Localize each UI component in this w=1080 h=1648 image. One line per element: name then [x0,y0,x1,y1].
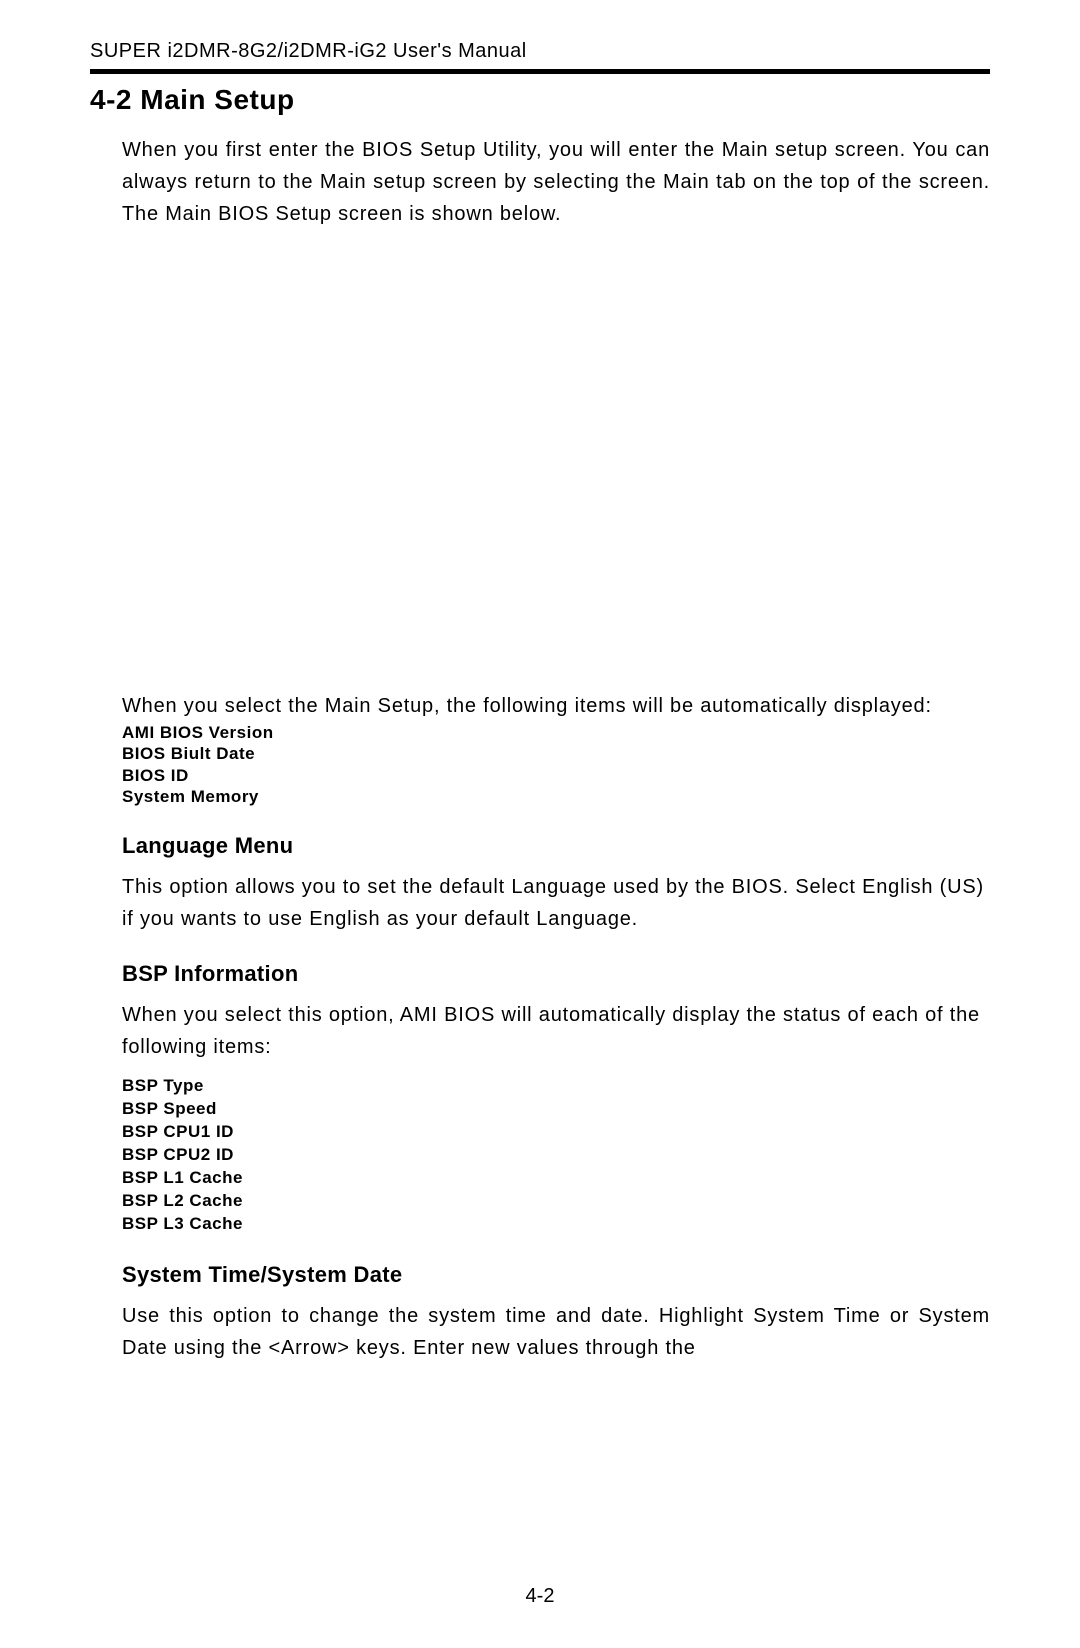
after-gap-paragraph: When you select the Main Setup, the foll… [122,690,990,722]
page-header: SUPER i2DMR-8G2/i2DMR-iG2 User's Manual [90,40,990,74]
manual-page: SUPER i2DMR-8G2/i2DMR-iG2 User's Manual … [0,0,1080,1648]
bios-items-list: AMI BIOS Version BIOS Biult Date BIOS ID… [122,722,990,807]
section-title: 4-2 Main Setup [90,84,990,116]
bios-item: BIOS ID [122,765,990,786]
bsp-item: BSP L1 Cache [122,1167,990,1190]
bsp-items-list: BSP Type BSP Speed BSP CPU1 ID BSP CPU2 … [122,1075,990,1236]
bios-item: BIOS Biult Date [122,743,990,764]
systime-text: Use this option to change the system tim… [122,1300,990,1364]
language-text: This option allows you to set the defaul… [122,871,990,935]
page-number: 4-2 [0,1585,1080,1608]
intro-paragraph: When you first enter the BIOS Setup Util… [122,134,990,230]
systime-heading: System Time/System Date [122,1262,990,1288]
bsp-item: BSP CPU1 ID [122,1121,990,1144]
bsp-text: When you select this option, AMI BIOS wi… [122,999,990,1063]
bsp-item: BSP L2 Cache [122,1190,990,1213]
screenshot-placeholder [90,230,990,690]
bsp-item: BSP Type [122,1075,990,1098]
bios-item: AMI BIOS Version [122,722,990,743]
language-heading: Language Menu [122,833,990,859]
bios-item: System Memory [122,786,990,807]
bsp-item: BSP Speed [122,1098,990,1121]
bsp-heading: BSP Information [122,961,990,987]
bsp-item: BSP CPU2 ID [122,1144,990,1167]
bsp-item: BSP L3 Cache [122,1213,990,1236]
